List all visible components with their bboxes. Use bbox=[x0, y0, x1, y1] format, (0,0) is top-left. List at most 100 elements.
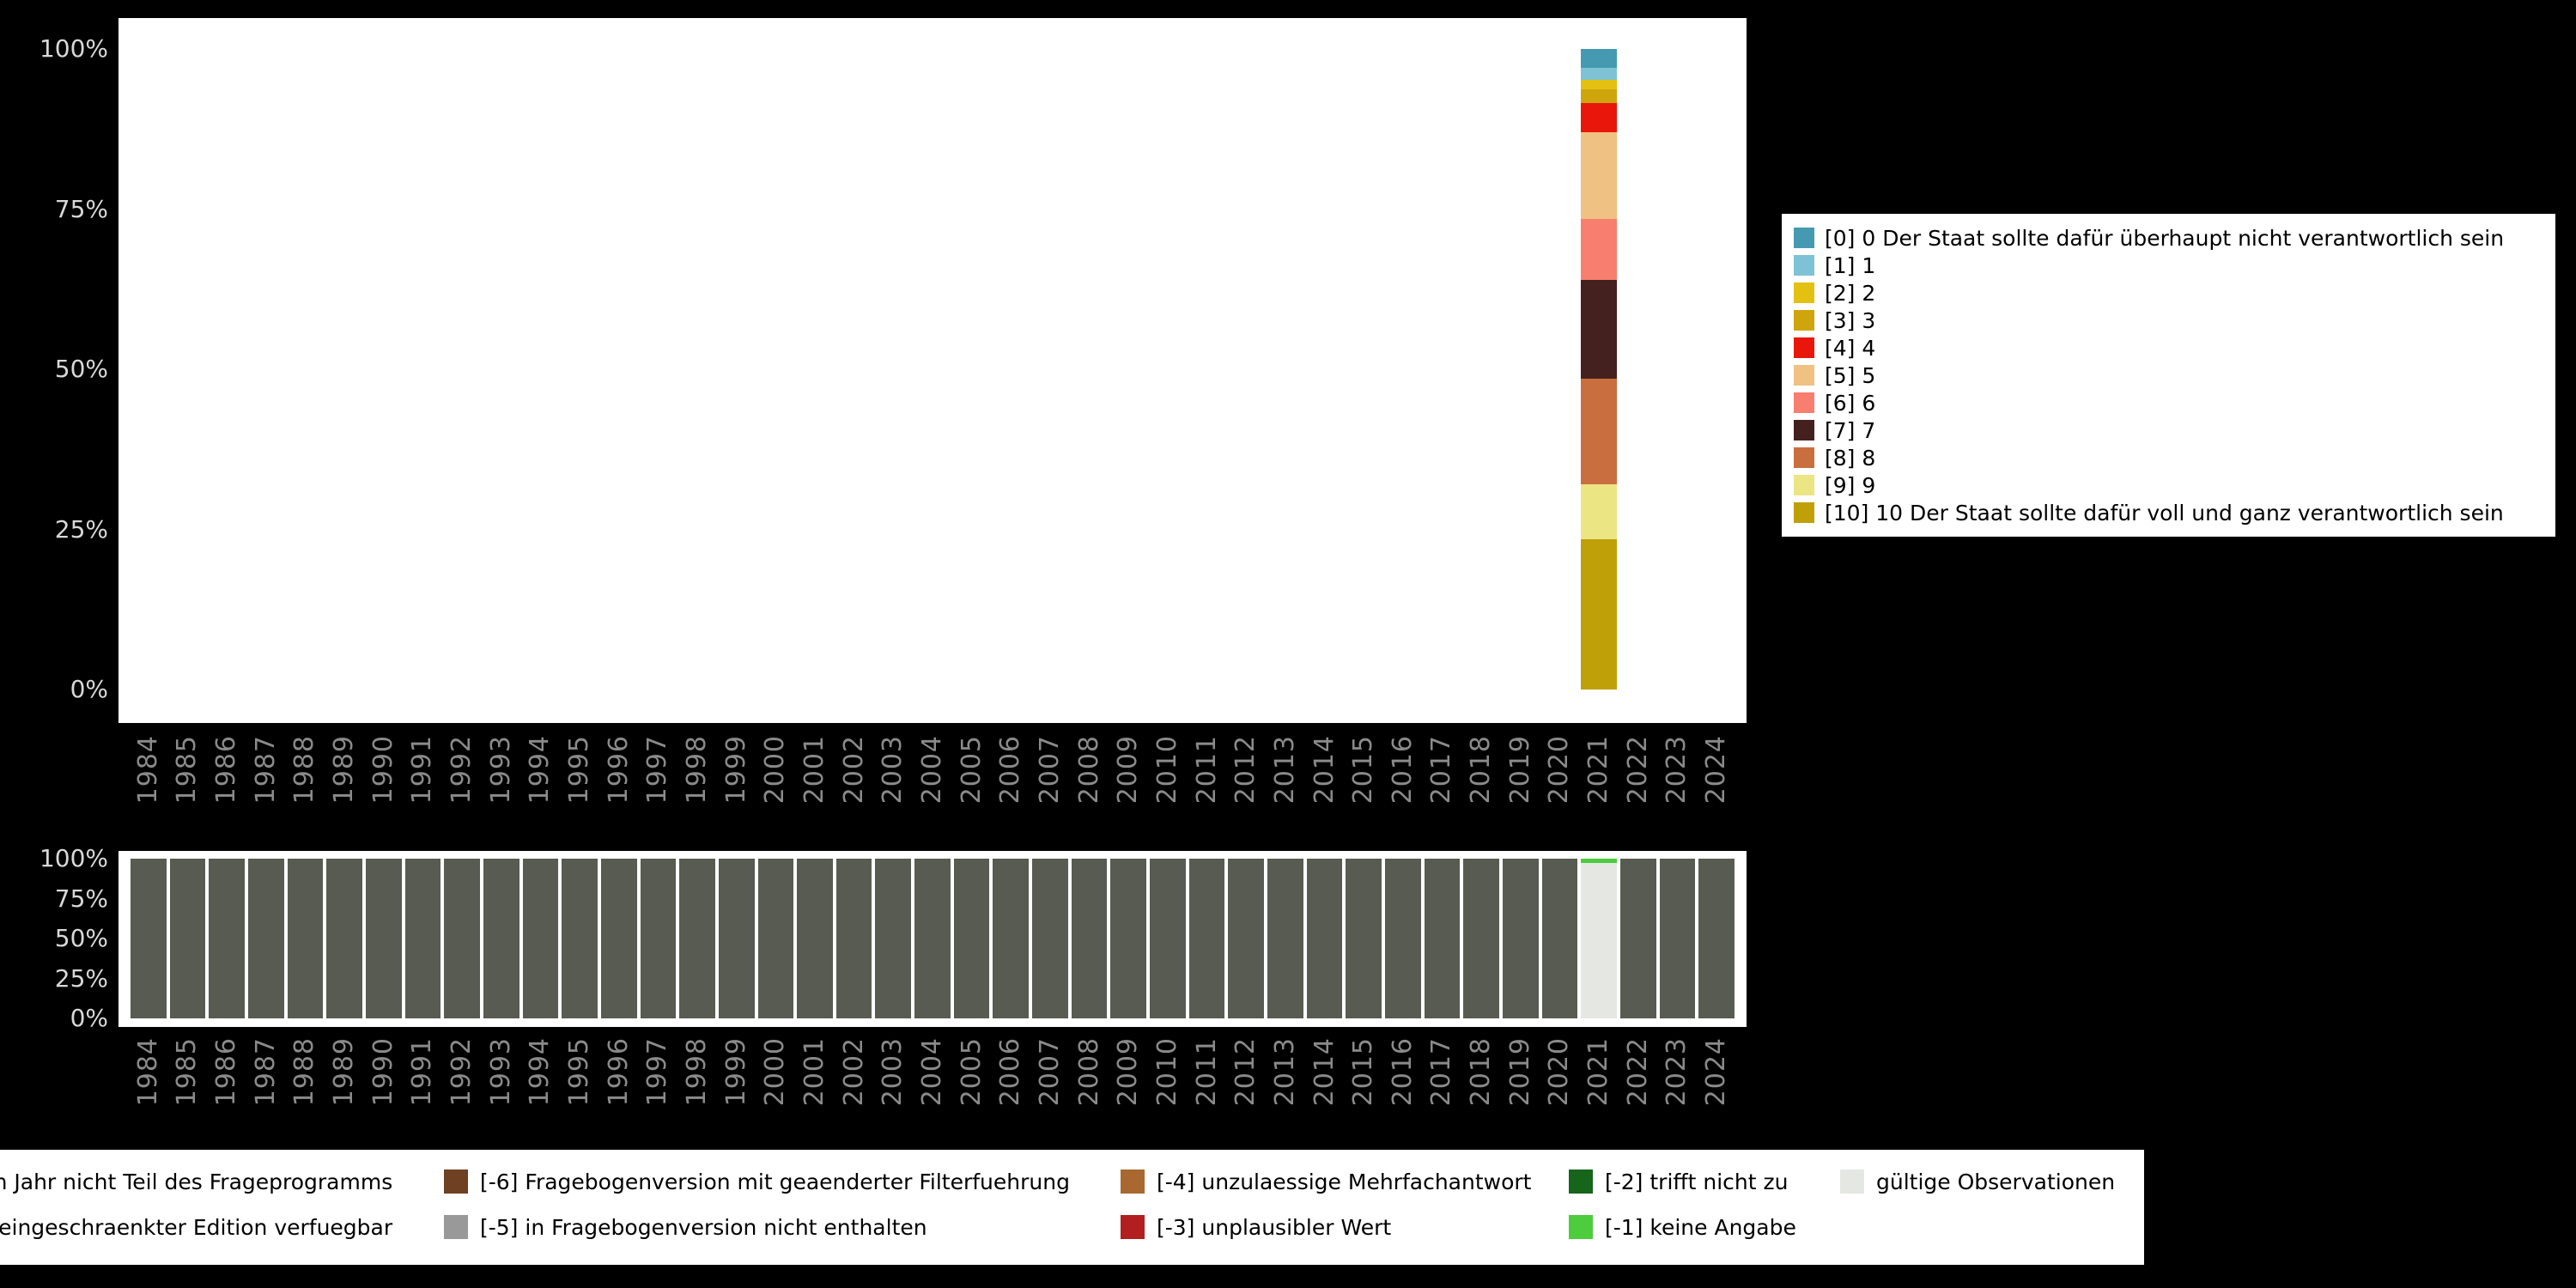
bar-2017[interactable] bbox=[1425, 49, 1461, 690]
bar-segment--8[interactable] bbox=[1150, 859, 1186, 1018]
bar-2008[interactable] bbox=[1072, 49, 1108, 690]
bar-1995[interactable] bbox=[562, 49, 598, 690]
bar-1990[interactable] bbox=[365, 859, 402, 1018]
bar-1995[interactable] bbox=[562, 859, 598, 1018]
bar-segment--8[interactable] bbox=[1385, 859, 1421, 1018]
bar-2016[interactable] bbox=[1385, 859, 1421, 1018]
bar-segment--8[interactable] bbox=[1698, 859, 1735, 1018]
bar-segment--8[interactable] bbox=[1032, 859, 1068, 1018]
bar-segment-10[interactable] bbox=[1581, 538, 1617, 690]
bar-2007[interactable] bbox=[1032, 49, 1068, 690]
bar-segment--8[interactable] bbox=[287, 859, 324, 1018]
bar-2002[interactable] bbox=[836, 49, 872, 690]
bar-2000[interactable] bbox=[757, 859, 794, 1018]
bar-2015[interactable] bbox=[1346, 49, 1382, 690]
bar-segment--8[interactable] bbox=[247, 859, 284, 1018]
bar-segment--8[interactable] bbox=[679, 859, 715, 1018]
bar-2018[interactable] bbox=[1463, 49, 1499, 690]
bar-2009[interactable] bbox=[1110, 859, 1147, 1018]
bar-2012[interactable] bbox=[1228, 49, 1264, 690]
bar-2014[interactable] bbox=[1307, 49, 1343, 690]
bar-1999[interactable] bbox=[719, 49, 755, 690]
bar-segment-3[interactable] bbox=[1581, 88, 1617, 104]
bar-segment--8[interactable] bbox=[718, 859, 755, 1018]
bar-2013[interactable] bbox=[1267, 859, 1303, 1018]
bar-segment--8[interactable] bbox=[640, 859, 677, 1018]
bar-1990[interactable] bbox=[366, 49, 402, 690]
bar-segment-valid[interactable] bbox=[1581, 862, 1617, 1018]
bar-1987[interactable] bbox=[248, 49, 284, 690]
bar-2012[interactable] bbox=[1228, 859, 1265, 1018]
bar-segment-7[interactable] bbox=[1581, 279, 1617, 380]
bar-1992[interactable] bbox=[444, 49, 480, 690]
bar-2010[interactable] bbox=[1150, 859, 1186, 1018]
bar-2013[interactable] bbox=[1267, 49, 1303, 690]
bar-1997[interactable] bbox=[641, 49, 677, 690]
bar-segment--8[interactable] bbox=[1306, 859, 1343, 1018]
bar-1986[interactable] bbox=[209, 49, 245, 690]
bar-segment--8[interactable] bbox=[1228, 859, 1265, 1018]
bar-2019[interactable] bbox=[1502, 859, 1539, 1018]
bar-1989[interactable] bbox=[326, 859, 362, 1018]
bar-1994[interactable] bbox=[522, 859, 559, 1018]
bar-1987[interactable] bbox=[247, 859, 284, 1018]
bar-1985[interactable] bbox=[170, 49, 206, 690]
bar-segment--8[interactable] bbox=[797, 859, 833, 1018]
bar-segment--8[interactable] bbox=[404, 859, 441, 1018]
bar-2021[interactable] bbox=[1581, 49, 1617, 690]
bar-1991[interactable] bbox=[405, 49, 441, 690]
bar-segment-5[interactable] bbox=[1581, 131, 1617, 219]
bar-segment-4[interactable] bbox=[1581, 103, 1617, 132]
bar-2008[interactable] bbox=[1071, 859, 1108, 1018]
bar-segment--8[interactable] bbox=[1346, 859, 1382, 1018]
bar-segment--8[interactable] bbox=[1463, 859, 1499, 1018]
bar-1991[interactable] bbox=[404, 859, 441, 1018]
bar-segment--8[interactable] bbox=[1110, 859, 1147, 1018]
bar-segment--8[interactable] bbox=[914, 859, 951, 1018]
bar-segment--8[interactable] bbox=[1659, 859, 1696, 1018]
bar-segment--8[interactable] bbox=[365, 859, 402, 1018]
bar-segment--8[interactable] bbox=[1188, 859, 1225, 1018]
bar-2004[interactable] bbox=[914, 49, 951, 690]
bar-2006[interactable] bbox=[993, 49, 1029, 690]
bar-1996[interactable] bbox=[601, 49, 637, 690]
bar-2014[interactable] bbox=[1306, 859, 1343, 1018]
bar-segment--8[interactable] bbox=[835, 859, 872, 1018]
bar-1992[interactable] bbox=[444, 859, 480, 1018]
bar-1988[interactable] bbox=[288, 49, 324, 690]
bar-segment--8[interactable] bbox=[1619, 859, 1656, 1018]
bar-2024[interactable] bbox=[1698, 859, 1735, 1018]
bar-2017[interactable] bbox=[1424, 859, 1461, 1018]
bar-segment--8[interactable] bbox=[562, 859, 598, 1018]
bar-segment--8[interactable] bbox=[875, 859, 912, 1018]
bar-segment--8[interactable] bbox=[757, 859, 794, 1018]
bar-segment--8[interactable] bbox=[953, 859, 990, 1018]
bar-1984[interactable] bbox=[131, 49, 167, 690]
bar-segment-6[interactable] bbox=[1581, 218, 1617, 280]
bar-segment-1[interactable] bbox=[1581, 68, 1617, 80]
bar-2022[interactable] bbox=[1619, 859, 1656, 1018]
bar-segment-0[interactable] bbox=[1581, 49, 1617, 69]
bar-segment--1[interactable] bbox=[1581, 859, 1617, 863]
bar-1993[interactable] bbox=[483, 859, 519, 1018]
bar-2003[interactable] bbox=[875, 859, 912, 1018]
bar-2011[interactable] bbox=[1189, 49, 1225, 690]
bar-1998[interactable] bbox=[679, 49, 715, 690]
bar-segment--8[interactable] bbox=[600, 859, 637, 1018]
bar-2024[interactable] bbox=[1698, 49, 1735, 690]
bar-2006[interactable] bbox=[993, 859, 1030, 1018]
bar-1999[interactable] bbox=[718, 859, 755, 1018]
bar-segment--8[interactable] bbox=[131, 859, 167, 1018]
bar-1994[interactable] bbox=[523, 49, 559, 690]
bar-2015[interactable] bbox=[1346, 859, 1382, 1018]
bar-1989[interactable] bbox=[326, 49, 362, 690]
bar-2001[interactable] bbox=[797, 49, 833, 690]
bar-segment-9[interactable] bbox=[1581, 484, 1617, 539]
bar-2009[interactable] bbox=[1110, 49, 1146, 690]
bar-1993[interactable] bbox=[483, 49, 519, 690]
bar-1984[interactable] bbox=[131, 859, 167, 1018]
bar-segment--8[interactable] bbox=[326, 859, 362, 1018]
bar-2002[interactable] bbox=[835, 859, 872, 1018]
bar-segment--8[interactable] bbox=[1424, 859, 1461, 1018]
bar-segment--8[interactable] bbox=[444, 859, 480, 1018]
